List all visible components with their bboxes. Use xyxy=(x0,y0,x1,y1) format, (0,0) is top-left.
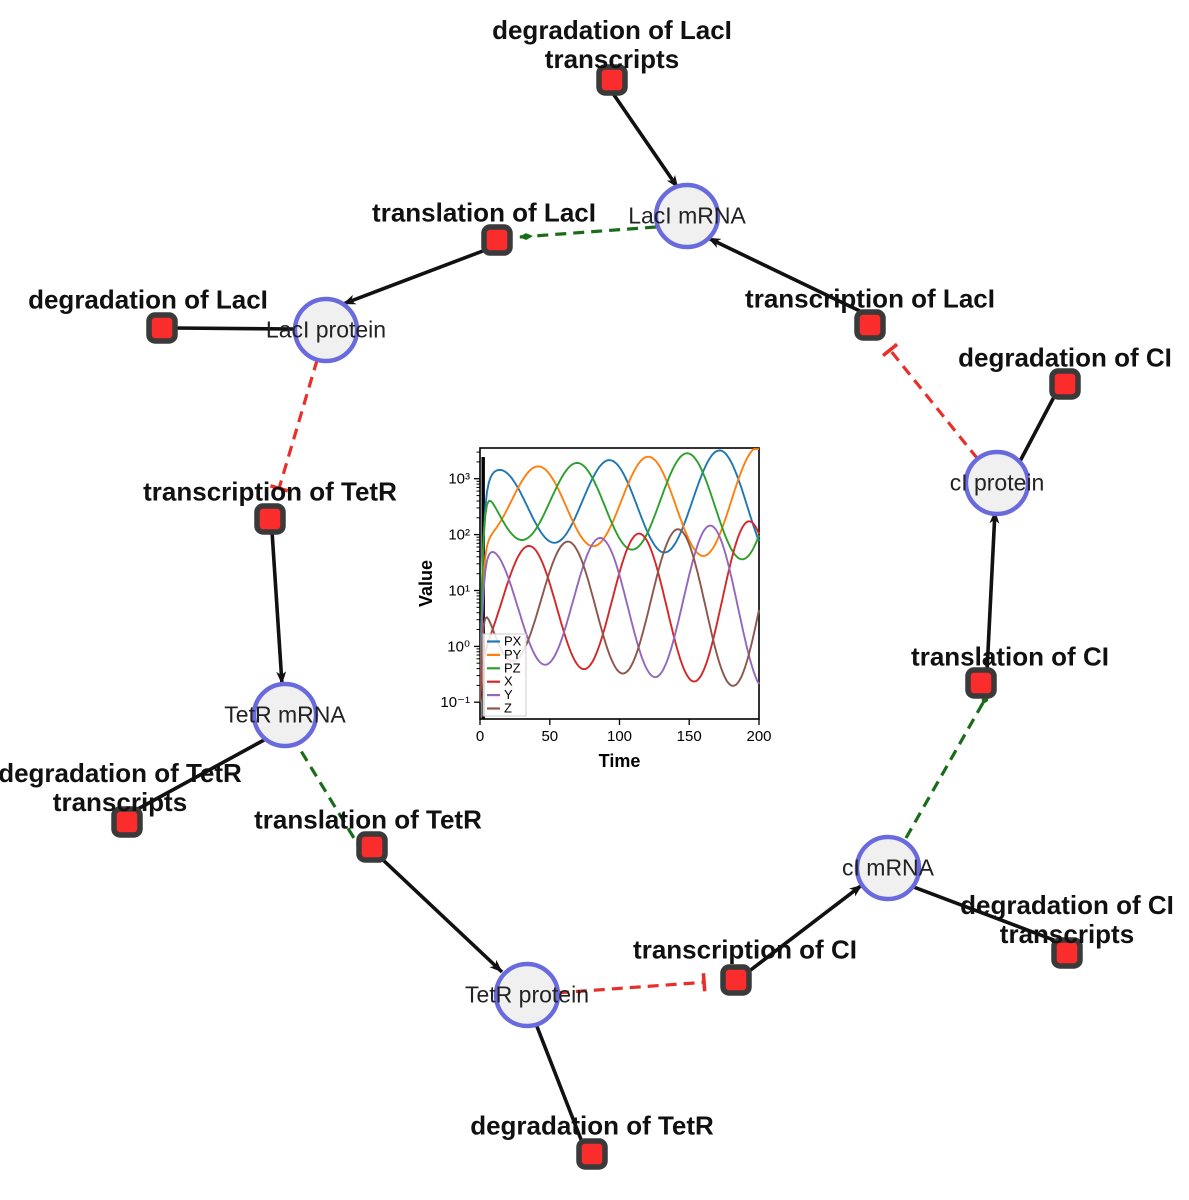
svg-text:10⁻¹: 10⁻¹ xyxy=(440,694,470,711)
svg-text:0: 0 xyxy=(476,728,484,745)
svg-text:10⁰: 10⁰ xyxy=(447,638,470,655)
svg-text:10²: 10² xyxy=(448,527,470,544)
svg-text:10³: 10³ xyxy=(448,471,470,488)
svg-text:200: 200 xyxy=(746,728,771,745)
svg-text:150: 150 xyxy=(677,728,702,745)
svg-text:Value: Value xyxy=(416,560,436,607)
svg-text:Time: Time xyxy=(599,751,641,771)
svg-text:50: 50 xyxy=(541,728,558,745)
svg-text:100: 100 xyxy=(607,728,632,745)
svg-text:10¹: 10¹ xyxy=(448,583,470,600)
svg-text:Z: Z xyxy=(504,701,512,716)
